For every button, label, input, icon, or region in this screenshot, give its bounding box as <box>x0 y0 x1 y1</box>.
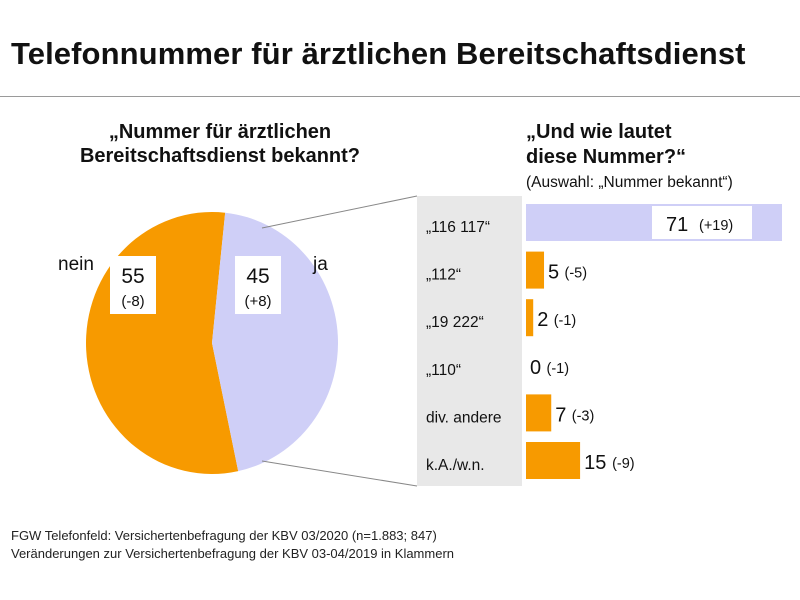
bar <box>526 394 552 432</box>
bar-question-line-1: „Und wie lautet <box>526 121 672 143</box>
bar-change: (-9) <box>612 456 635 472</box>
footer-source: FGW Telefonfeld: Versichertenbefragung d… <box>11 528 437 543</box>
pie-slice-ja <box>212 212 338 472</box>
bar-value: 71 <box>666 214 688 236</box>
pie-label-ja: ja <box>312 254 328 275</box>
pie-question-line-2: Bereitschaftsdienst bekannt? <box>79 145 361 167</box>
bar-change: (-1) <box>547 361 570 377</box>
bar-value: 7 <box>555 404 566 426</box>
pie-change-ja: (+8) <box>244 293 271 310</box>
bar-value: 2 <box>537 309 548 331</box>
category-label: „116 117“ <box>426 219 490 236</box>
bar-change: (-3) <box>572 408 595 424</box>
bar-value: 0 <box>530 357 541 379</box>
bar-value: 5 <box>548 262 559 284</box>
bar-value: 15 <box>584 452 606 474</box>
pie-label-nein: nein <box>58 254 94 275</box>
title-divider <box>0 96 800 97</box>
bar-value-box <box>652 206 752 239</box>
pie-value-box-nein <box>110 256 156 314</box>
category-label: div. andere <box>426 409 502 426</box>
bar <box>526 442 581 479</box>
pie-value-ja: 45 <box>246 265 269 288</box>
bar-question-line-2: diese Nummer?“ <box>526 146 687 168</box>
footer-note: Veränderungen zur Versichertenbefragung … <box>11 546 455 561</box>
bar <box>526 299 534 337</box>
bar-change: (-1) <box>554 313 577 329</box>
category-label: „112“ <box>426 267 461 284</box>
category-band <box>417 196 522 486</box>
pie-change-nein: (-8) <box>121 293 144 310</box>
pie-question-line-1: „Nummer für ärztlichen <box>108 121 332 143</box>
category-label: „19 222“ <box>426 314 484 331</box>
bar-change: (-5) <box>565 266 588 282</box>
category-label: k.A./w.n. <box>426 457 485 474</box>
connector-line-top <box>261 195 418 229</box>
page-title: Telefonnummer für ärztlichen Bereitschaf… <box>11 36 746 71</box>
pie-question: „Nummer für ärztlichen Bereitschaftsdien… <box>50 120 390 168</box>
bar-subtitle: (Auswahl: „Nummer bekannt“) <box>526 174 733 191</box>
pie-value-box-ja <box>235 256 281 314</box>
bar-question: „Und wie lautet diese Nummer?“ <box>526 120 796 170</box>
footer: FGW Telefonfeld: Versichertenbefragung d… <box>11 527 454 563</box>
bar-change: (+19) <box>699 218 733 234</box>
pie-value-nein: 55 <box>121 265 144 288</box>
bar <box>526 251 545 289</box>
connector-line-bottom <box>261 460 418 487</box>
category-label: „110“ <box>426 362 461 379</box>
